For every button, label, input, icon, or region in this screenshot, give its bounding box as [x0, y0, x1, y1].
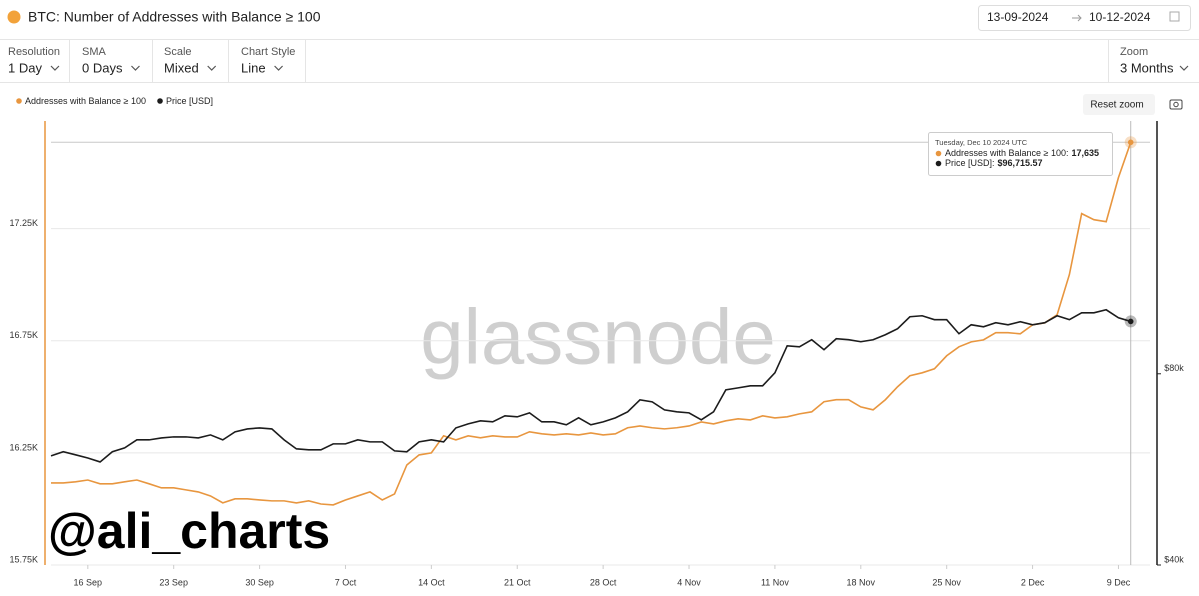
control-value[interactable]: Mixed [164, 60, 199, 75]
x-tick-label: 30 Sep [245, 577, 274, 587]
calendar-icon[interactable] [1169, 11, 1180, 22]
tooltip-label: Price [USD]: [945, 158, 995, 168]
camera-icon[interactable] [1169, 99, 1183, 110]
control-value[interactable]: 0 Days [82, 60, 123, 75]
tooltip-marker [935, 160, 942, 167]
tooltip-value: 17,635 [1072, 148, 1100, 158]
y-tick-label: 16.25K [9, 442, 38, 452]
control-label: Scale [164, 46, 192, 58]
y-tick-label: 16.75K [9, 330, 38, 340]
zoom-value[interactable]: 3 Months [1120, 60, 1174, 75]
x-tick-label: 21 Oct [504, 577, 531, 587]
y2-tick-label: $80k [1164, 363, 1184, 373]
control-label: Chart Style [241, 46, 295, 58]
x-tick-label: 25 Nov [932, 577, 961, 587]
tooltip-label: Addresses with Balance ≥ 100: [945, 148, 1069, 158]
hover-marker [1127, 318, 1134, 325]
y-tick-label: 15.75K [9, 554, 38, 564]
x-tick-label: 18 Nov [847, 577, 876, 587]
chevron [1179, 65, 1189, 71]
watermark: glassnode [420, 293, 776, 381]
x-tick-label: 23 Sep [159, 577, 188, 587]
x-tick-label: 7 Oct [335, 577, 357, 587]
tooltip-marker [935, 150, 942, 157]
controls: Resolution 1 Day SMA 0 Days Scale Mixed Chart … [8, 40, 306, 82]
x-tick-label: 16 Sep [74, 577, 103, 587]
y-tick-label: 17.25K [9, 218, 38, 228]
control-value[interactable]: 1 Day [8, 60, 42, 75]
tooltip-box [928, 132, 1113, 176]
date-range[interactable] [978, 5, 1191, 31]
control-value[interactable]: Line [241, 60, 266, 75]
chevron [274, 65, 284, 71]
legend-label[interactable]: Addresses with Balance ≥ 100 [25, 96, 146, 106]
y2-tick-label: $40k [1164, 554, 1184, 564]
x-tick-label: 4 Nov [677, 577, 701, 587]
reset-zoom-label[interactable]: Reset zoom [1090, 100, 1143, 111]
legend-label[interactable]: Price [USD] [166, 96, 213, 106]
control-label: SMA [82, 46, 107, 58]
tooltip-value: $96,715.57 [998, 158, 1043, 168]
x-tick-label: 9 Dec [1107, 577, 1131, 587]
x-tick-label: 28 Oct [590, 577, 617, 587]
chevron [207, 65, 217, 71]
x-tick-label: 2 Dec [1021, 577, 1045, 587]
arrow-icon [1072, 14, 1082, 22]
legend: Addresses with Balance ≥ 100 Price [USD] [16, 96, 213, 106]
legend-marker [157, 98, 163, 104]
reset-zoom-button[interactable] [1083, 94, 1155, 115]
tooltip-title: Tuesday, Dec 10 2024 UTC [935, 138, 1028, 147]
plot-area: glassnode 15.75K 16.25K 16.75K 17.25K $40k $80… [9, 121, 1184, 587]
page-title: BTC: Number of Addresses with Balance ≥ … [28, 9, 321, 25]
chevron [50, 65, 60, 71]
hover-marker [1127, 139, 1134, 146]
x-tick-label: 11 Nov [761, 577, 789, 587]
btc-icon [7, 10, 21, 24]
legend-marker [16, 98, 22, 104]
x-tick-label: 14 Oct [418, 577, 445, 587]
control-label: Resolution [8, 46, 60, 58]
chevron [131, 65, 140, 71]
series-line [51, 142, 1132, 506]
zoom-label: Zoom [1120, 46, 1148, 58]
series-line [50, 308, 1131, 463]
date-to[interactable]: 10-12-2024 [1089, 10, 1151, 24]
date-from[interactable]: 13-09-2024 [987, 10, 1049, 24]
annotation: @ali_charts [48, 503, 330, 559]
